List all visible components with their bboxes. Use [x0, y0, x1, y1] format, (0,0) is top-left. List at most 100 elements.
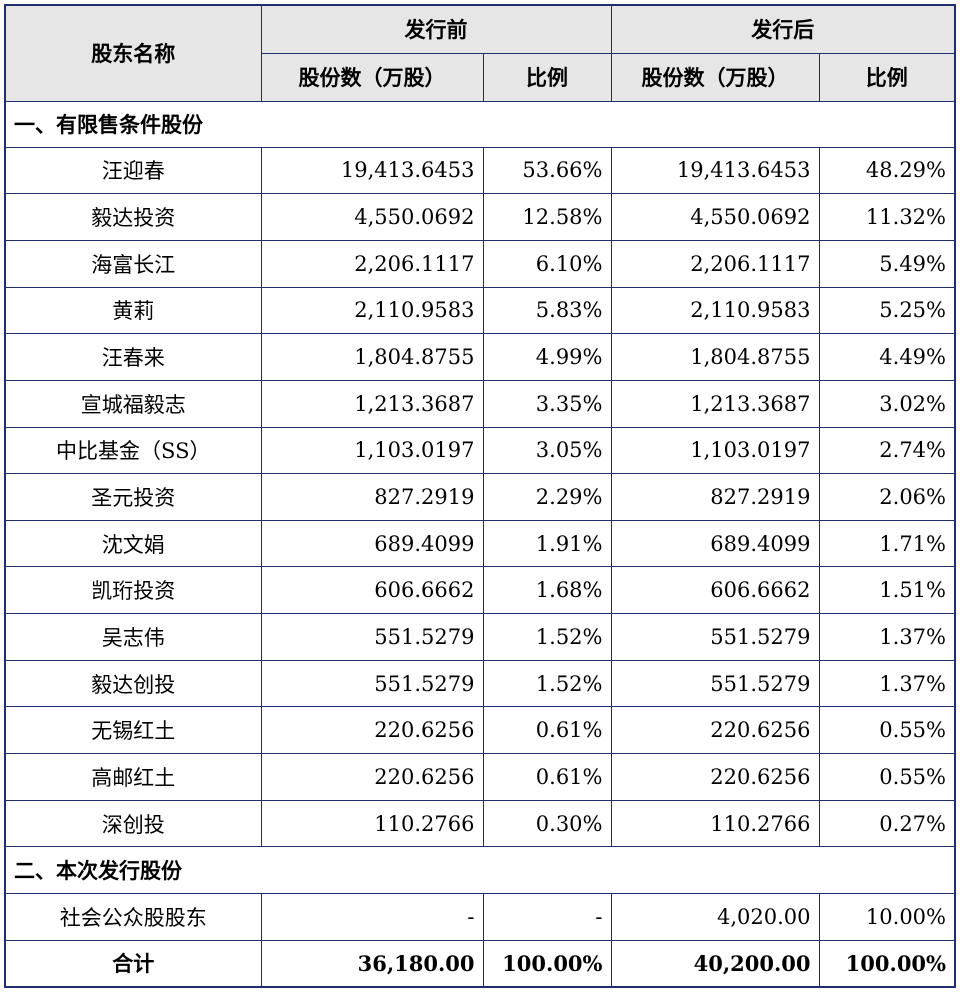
after-shares-cell: 19,413.6453 — [610, 146, 820, 195]
shareholder-name-cell: 宣城福毅志 — [4, 379, 262, 428]
table-row: 海富长江 2,206.1117 6.10% 2,206.1117 5.49% — [4, 239, 956, 288]
after-shares-cell: 551.5279 — [610, 613, 820, 661]
after-ratio-cell: 48.29% — [818, 146, 956, 195]
before-ratio-cell: 1.52% — [482, 613, 612, 661]
table-row: 深创投 110.2766 0.30% 110.2766 0.27% — [4, 799, 956, 848]
before-ratio-cell: 1.91% — [482, 519, 612, 568]
before-ratio-cell: 0.61% — [482, 753, 612, 801]
after-ratio-cell: 2.06% — [818, 473, 956, 521]
after-ratio-cell: 2.74% — [818, 426, 956, 475]
shareholder-name-cell: 海富长江 — [4, 239, 262, 288]
table-row: 汪迎春 19,413.6453 53.66% 19,413.6453 48.29% — [4, 146, 956, 195]
before-ratio-cell: - — [482, 893, 612, 941]
after-shares-cell: 2,110.9583 — [610, 286, 820, 335]
section-restricted-shares: 一、有限售条件股份 — [4, 100, 956, 148]
table-row: 无锡红土 220.6256 0.61% 220.6256 0.55% — [4, 706, 956, 755]
shareholder-name-cell: 吴志伟 — [4, 613, 262, 661]
before-shares-cell: 4,550.0692 — [260, 193, 484, 241]
after-ratio-cell: 0.27% — [818, 799, 956, 848]
after-ratio-cell: 5.25% — [818, 286, 956, 335]
header-before-ratio: 比例 — [482, 52, 612, 102]
after-shares-cell: 4,020.00 — [610, 893, 820, 941]
shareholder-name-cell: 黄莉 — [4, 286, 262, 335]
shareholding-table: 股东名称 发行前 发行后 股份数（万股） 比例 股份数（万股） 比例 一、有限售… — [4, 4, 956, 988]
shareholder-name-cell: 汪春来 — [4, 333, 262, 381]
table-row: 毅达创投 551.5279 1.52% 551.5279 1.37% — [4, 659, 956, 708]
after-ratio-cell: 3.02% — [818, 379, 956, 428]
after-shares-cell: 1,804.8755 — [610, 333, 820, 381]
table-row: 中比基金（SS） 1,103.0197 3.05% 1,103.0197 2.74% — [4, 426, 956, 475]
before-shares-cell: 1,103.0197 — [260, 426, 484, 475]
header-before-issuance: 发行前 — [260, 4, 612, 54]
after-shares-cell: 1,213.3687 — [610, 379, 820, 428]
table-row: 凯珩投资 606.6662 1.68% 606.6662 1.51% — [4, 566, 956, 615]
before-ratio-cell: 53.66% — [482, 146, 612, 195]
before-shares-cell: 2,110.9583 — [260, 286, 484, 335]
header-after-ratio: 比例 — [818, 52, 956, 102]
shareholder-name-cell: 深创投 — [4, 799, 262, 848]
table-row: 社会公众股股东 - -4,020.00 10.00% — [4, 893, 956, 941]
after-shares-cell: 4,550.0692 — [610, 193, 820, 241]
section-new-issuance: 二、本次发行股份 — [4, 846, 956, 895]
total-row: 合计 36,180.00 100.00% 40,200.00 100.00% — [4, 939, 956, 988]
after-ratio-cell: 1.37% — [818, 659, 956, 708]
after-ratio-cell: 4.49% — [818, 333, 956, 381]
shareholder-name-cell: 汪迎春 — [4, 146, 262, 195]
before-ratio-cell: 1.68% — [482, 566, 612, 615]
after-shares-cell: 40,200.00 — [610, 939, 820, 988]
table-row: 汪春来 1,804.8755 4.99% 1,804.8755 4.49% — [4, 333, 956, 381]
before-ratio-cell: 3.35% — [482, 379, 612, 428]
after-shares-cell: 1,103.0197 — [610, 426, 820, 475]
before-shares-cell: 36,180.00 — [260, 939, 484, 988]
after-shares-cell: 220.6256 — [610, 706, 820, 755]
table-row: 吴志伟 551.5279 1.52% 551.5279 1.37% — [4, 613, 956, 661]
header-before-shares: 股份数（万股） — [260, 52, 484, 102]
shareholder-name-cell: 中比基金（SS） — [4, 426, 262, 475]
after-shares-cell: 110.2766 — [610, 799, 820, 848]
after-ratio-cell: 100.00% — [818, 939, 956, 988]
before-ratio-cell: 12.58% — [482, 193, 612, 241]
after-ratio-cell: 5.49% — [818, 239, 956, 288]
after-shares-cell: 827.2919 — [610, 473, 820, 521]
before-shares-cell: 606.6662 — [260, 566, 484, 615]
after-ratio-cell: 0.55% — [818, 753, 956, 801]
after-ratio-cell: 10.00% — [818, 893, 956, 941]
table-row: 宣城福毅志 1,213.3687 3.35% 1,213.3687 3.02% — [4, 379, 956, 428]
shareholder-name-cell: 沈文娟 — [4, 519, 262, 568]
before-shares-cell: 19,413.6453 — [260, 146, 484, 195]
before-shares-cell: 220.6256 — [260, 706, 484, 755]
before-shares-cell: 551.5279 — [260, 659, 484, 708]
before-shares-cell: 689.4099 — [260, 519, 484, 568]
shareholder-name-cell: 毅达创投 — [4, 659, 262, 708]
before-ratio-cell: 2.29% — [482, 473, 612, 521]
before-shares-cell: 220.6256 — [260, 753, 484, 801]
before-ratio-cell: 5.83% — [482, 286, 612, 335]
header-after-issuance: 发行后 — [610, 4, 956, 54]
before-ratio-cell: 0.61% — [482, 706, 612, 755]
after-ratio-cell: 0.55% — [818, 706, 956, 755]
table-row: 圣元投资 827.2919 2.29% 827.2919 2.06% — [4, 473, 956, 521]
after-shares-cell: 2,206.1117 — [610, 239, 820, 288]
before-shares-cell: 827.2919 — [260, 473, 484, 521]
table-row: 高邮红土 220.6256 0.61% 220.6256 0.55% — [4, 753, 956, 801]
after-ratio-cell: 1.71% — [818, 519, 956, 568]
before-ratio-cell: 6.10% — [482, 239, 612, 288]
after-shares-cell: 551.5279 — [610, 659, 820, 708]
shareholder-name-cell: 高邮红土 — [4, 753, 262, 801]
table-row: 毅达投资 4,550.0692 12.58% 4,550.0692 11.32% — [4, 193, 956, 241]
table-row: 沈文娟 689.4099 1.91% 689.4099 1.71% — [4, 519, 956, 568]
before-ratio-cell: 0.30% — [482, 799, 612, 848]
before-shares-cell: 1,213.3687 — [260, 379, 484, 428]
before-ratio-cell: 4.99% — [482, 333, 612, 381]
after-shares-cell: 689.4099 — [610, 519, 820, 568]
table-row: 黄莉 2,110.9583 5.83% 2,110.9583 5.25% — [4, 286, 956, 335]
header-shareholder-name: 股东名称 — [4, 4, 262, 102]
after-ratio-cell: 11.32% — [818, 193, 956, 241]
before-ratio-cell: 3.05% — [482, 426, 612, 475]
before-shares-cell: 551.5279 — [260, 613, 484, 661]
header-after-shares: 股份数（万股） — [610, 52, 820, 102]
before-shares-cell: 1,804.8755 — [260, 333, 484, 381]
before-ratio-cell: 1.52% — [482, 659, 612, 708]
shareholder-name-cell: 圣元投资 — [4, 473, 262, 521]
shareholder-name-cell: 合计 — [4, 939, 262, 988]
